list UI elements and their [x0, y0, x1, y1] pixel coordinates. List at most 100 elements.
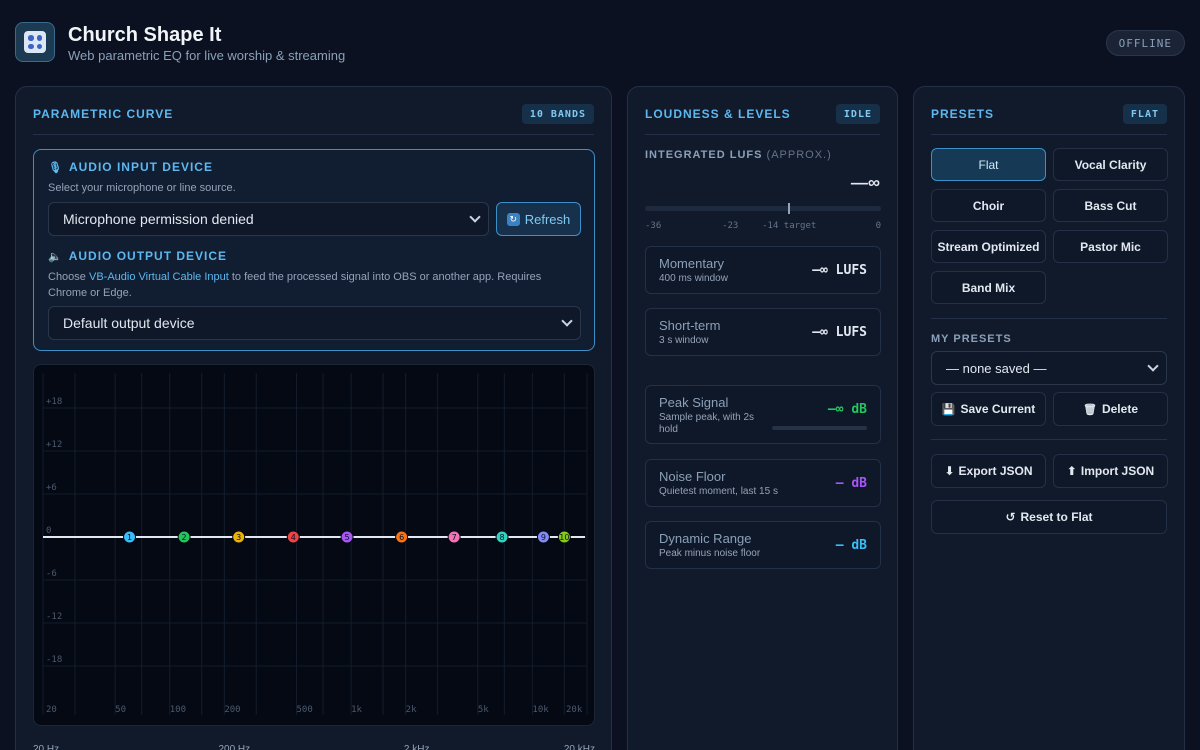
eq-band-handle[interactable] — [495, 530, 509, 544]
eq-curve-svg[interactable]: +18 +12 +6 0 -6 -12 -18 20 50 100 200 500 1k 2k 5k 10k 2… — [34, 365, 595, 726]
audio-output-select[interactable]: Default output device — [48, 306, 581, 340]
audio-input-label: 🎙 AUDIO INPUT DEVICE — [48, 160, 213, 174]
eq-band-label: 8 — [499, 533, 504, 542]
preset-flat-button[interactable]: Flat — [931, 148, 1046, 181]
eq-band-handle[interactable] — [232, 530, 246, 544]
export-json-button[interactable]: ⬇ Export JSON — [931, 454, 1046, 488]
app-logo-icon — [15, 22, 55, 62]
chevron-down-icon — [561, 315, 573, 327]
audio-output-selected-value: Default output device — [63, 315, 195, 331]
eq-band-handle[interactable] — [447, 530, 461, 544]
panel-title: PARAMETRIC CURVE — [33, 107, 174, 121]
dynamic-range-meter: Dynamic Range Peak minus noise floor — d… — [645, 521, 881, 569]
eq-band-handle[interactable] — [395, 530, 409, 544]
eq-band-label: 6 — [399, 533, 404, 542]
integrated-lufs-meter — [645, 203, 881, 214]
frequency-range-label: 200 Hz — [218, 744, 251, 750]
preset-bass-cut-button[interactable]: Bass Cut — [1053, 189, 1168, 222]
refresh-devices-button[interactable]: ↻ Refresh — [496, 202, 581, 236]
panel-header: LOUDNESS & LEVELS IDLE — [645, 103, 880, 135]
upload-icon: ⬆ — [1066, 464, 1077, 478]
short-term-meter: Short-term 3 s window —∞ LUFS — [645, 308, 881, 356]
meter-value: —∞ dB — [827, 402, 867, 417]
preset-vocal-clarity-button[interactable]: Vocal Clarity — [1053, 148, 1168, 181]
microphone-icon: 🎙 — [48, 161, 63, 174]
panel-title: LOUDNESS & LEVELS — [645, 107, 791, 121]
floppy-disk-icon: 💾 — [941, 403, 956, 416]
audio-output-help: Choose VB-Audio Virtual Cable Input to f… — [48, 269, 580, 301]
reset-icon: ↺ — [1005, 510, 1016, 524]
freq-tick-label: 10k — [532, 705, 549, 715]
noise-floor-meter: Noise Floor Quietest moment, last 15 s —… — [645, 459, 881, 507]
loudness-panel: LOUDNESS & LEVELS IDLE INTEGRATED LUFS (… — [627, 86, 898, 750]
eq-band-handle[interactable] — [286, 530, 300, 544]
freq-tick-label: 500 — [296, 705, 312, 715]
import-json-button[interactable]: ⬆ Import JSON — [1053, 454, 1168, 488]
eq-band-label: 2 — [182, 533, 187, 542]
speaker-icon: 🔈 — [48, 250, 63, 263]
presets-panel: PRESETS FLAT Flat Vocal Clarity Choir Ba… — [913, 86, 1185, 750]
db-tick-label: -6 — [46, 569, 57, 579]
eq-band-label: 1 — [127, 533, 132, 542]
db-tick-label: +18 — [46, 397, 62, 407]
peak-level-bar — [772, 426, 867, 430]
bands-count-badge: 10 BANDS — [521, 104, 594, 124]
eq-band-handle[interactable] — [340, 530, 354, 544]
lufs-target-marker — [788, 203, 791, 214]
audio-input-selected-value: Microphone permission denied — [63, 211, 254, 227]
parametric-curve-panel: PARAMETRIC CURVE 10 BANDS 🎙 AUDIO INPUT … — [15, 86, 612, 750]
frequency-range-label: 2 kHz — [403, 744, 430, 750]
audio-output-help-pre: Choose — [48, 271, 89, 283]
preset-choir-button[interactable]: Choir — [931, 189, 1046, 222]
frequency-range-label: 20 Hz — [33, 744, 60, 750]
vb-audio-link[interactable]: VB-Audio Virtual Cable Input — [88, 271, 229, 283]
meter-name: Peak Signal — [659, 395, 729, 410]
db-tick-label: +12 — [46, 440, 62, 450]
my-presets-select[interactable]: — none saved — — [931, 351, 1167, 385]
save-current-button[interactable]: 💾 Save Current — [931, 392, 1046, 426]
app-subtitle: Web parametric EQ for live worship & str… — [68, 48, 346, 63]
meter-value: — dB — [835, 538, 867, 553]
delete-preset-label: Delete — [1101, 402, 1138, 416]
chevron-down-icon — [1147, 360, 1159, 372]
meter-subtitle: Quietest moment, last 15 s — [659, 486, 778, 497]
app-header: Church Shape It Web parametric EQ for li… — [15, 22, 1185, 64]
meter-subtitle: Peak minus noise floor — [659, 548, 761, 559]
audio-input-select[interactable]: Microphone permission denied — [48, 202, 489, 236]
eq-band-handle[interactable] — [557, 530, 571, 544]
preset-stream-optimized-button[interactable]: Stream Optimized — [931, 230, 1046, 263]
eq-band-handle[interactable] — [536, 530, 550, 544]
meter-name: Noise Floor — [659, 469, 726, 484]
eq-band-handle[interactable] — [123, 530, 137, 544]
freq-tick-label: 200 — [224, 705, 240, 715]
eq-band-handle[interactable] — [177, 530, 191, 544]
preset-pastor-mic-button[interactable]: Pastor Mic — [1053, 230, 1168, 263]
refresh-button-label: Refresh — [524, 211, 571, 227]
meter-status-badge: IDLE — [835, 104, 880, 124]
refresh-icon: ↻ — [506, 212, 520, 226]
eq-band-label: 7 — [452, 533, 457, 542]
eq-curve-graph[interactable]: +18 +12 +6 0 -6 -12 -18 20 50 100 200 500 1k 2k 5k 10k 2… — [33, 364, 595, 726]
freq-tick-label: 2k — [406, 705, 417, 715]
connection-status-badge: OFFLINE — [1105, 30, 1185, 56]
import-json-label: Import JSON — [1080, 464, 1155, 478]
meter-name: Short-term — [659, 318, 721, 333]
freq-tick-label: 5k — [478, 705, 489, 715]
reset-to-flat-button[interactable]: ↺ Reset to Flat — [931, 500, 1167, 534]
meter-subtitle: Sample peak, with 2s hold — [659, 412, 755, 435]
panel-header: PRESETS FLAT — [931, 103, 1167, 135]
my-presets-label: MY PRESETS — [931, 333, 1012, 345]
divider — [931, 439, 1167, 440]
db-tick-label: -12 — [46, 612, 62, 622]
delete-preset-button[interactable]: 🗑 Delete — [1053, 392, 1168, 426]
integrated-lufs-approx: (APPROX.) — [766, 149, 832, 161]
meter-value: —∞ LUFS — [812, 325, 867, 340]
panel-title: PRESETS — [931, 107, 995, 121]
my-presets-selected-value: — none saved — — [946, 360, 1047, 376]
freq-tick-label: 20k — [566, 705, 583, 715]
preset-band-mix-button[interactable]: Band Mix — [931, 271, 1046, 304]
freq-tick-label: 100 — [170, 705, 186, 715]
download-icon: ⬇ — [944, 464, 955, 478]
meter-value: — dB — [835, 476, 867, 491]
divider — [931, 318, 1167, 319]
